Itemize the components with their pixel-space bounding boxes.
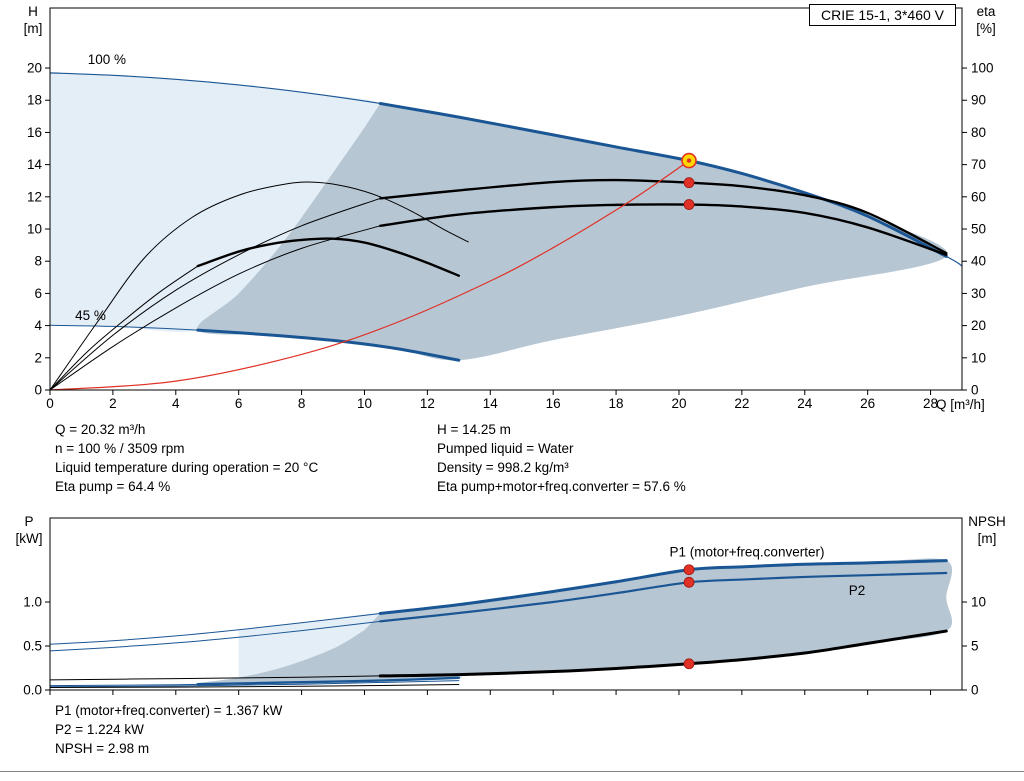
- info-line-liquid: Pumped liquid = Water: [437, 441, 574, 456]
- eta-pump-point: [683, 177, 695, 189]
- info-line-p2: P2 = 1.224 kW: [55, 722, 144, 737]
- y-right-tick-label: 30: [971, 286, 986, 301]
- x-tick-label: 16: [546, 396, 561, 411]
- duty-point-center: [686, 158, 692, 163]
- x-tick-label: 24: [797, 396, 813, 411]
- npsh-curve-45: [50, 684, 460, 689]
- p1-point: [683, 564, 695, 576]
- h-axis-label: H [m]: [23, 4, 43, 36]
- info-line-p1: P1 (motor+freq.converter) = 1.367 kW: [55, 703, 283, 718]
- y-right-tick-label: 70: [971, 157, 986, 172]
- operating-envelope-region: [197, 103, 948, 361]
- info-line-h: H = 14.25 m: [437, 422, 511, 437]
- qh-eta-chart: 0 2 4 6 8 10 12 14 16 18 20 22 24 26 28024681012141618…: [27, 7, 994, 411]
- y-left-tick-label: 2: [34, 350, 42, 365]
- y-right-tick-label: 20: [971, 318, 986, 333]
- npsh-curve: [50, 675, 381, 681]
- x-tick-label: 6: [235, 396, 243, 411]
- p2-curve: [50, 620, 381, 652]
- info-line-density: Density = 998.2 kg/m³: [437, 460, 569, 475]
- info-line-eta-total: Eta pump+motor+freq.converter = 57.6 %: [437, 479, 686, 494]
- x-tick-label: 20: [671, 396, 686, 411]
- y-right-tick-label: 0: [971, 383, 979, 398]
- bottom-divider: [0, 771, 1024, 772]
- npsh-axis-label: NPSH [m]: [968, 514, 1006, 546]
- p1-curve: [50, 612, 381, 645]
- y-right-tick-label: 60: [971, 189, 986, 204]
- operating-envelope-region-power: [195, 558, 953, 685]
- info-line-speed: n = 100 % / 3509 rpm: [55, 441, 185, 456]
- speed-45-label: 45 %: [75, 308, 106, 323]
- y-right-tick-label: 80: [971, 125, 986, 140]
- eta-pump-curve-45: [50, 181, 469, 390]
- info-line-eta-pump: Eta pump = 64.4 %: [55, 479, 171, 494]
- y-left-tick-label: 14: [27, 157, 43, 172]
- y-left-tick-label: 20: [27, 61, 42, 76]
- eta-total-curve: [50, 225, 381, 390]
- info-line-temperature: Liquid temperature during operation = 20…: [55, 460, 319, 475]
- eta-axis-label: eta [%]: [976, 4, 996, 36]
- p1-curve-label: P1 (motor+freq.converter): [670, 544, 825, 559]
- power-npsh-chart-frame: [49, 517, 963, 691]
- x-tick-label: 10: [357, 396, 372, 411]
- info-line-npsh: NPSH = 2.98 m: [55, 741, 150, 756]
- y-left-tick-label: 0.0: [23, 683, 42, 698]
- y-right-tick-label: 40: [971, 254, 986, 269]
- duty-info-right: H = 14.25 m Pumped liquid = Water Densit…: [437, 420, 686, 496]
- y-left-tick-label: 4: [34, 318, 42, 333]
- x-tick-label: 0: [46, 396, 54, 411]
- power-npsh-chart: 0.0 0.5 1.0 0 5 10 P1 (motor+freq.converter) P2: [23, 517, 986, 698]
- p2-curve-label: P2: [849, 583, 866, 598]
- npsh-point: [683, 658, 695, 670]
- x-tick-label: 4: [172, 396, 180, 411]
- p2-point: [683, 576, 695, 588]
- eta-total-curve-45-allowed: [196, 237, 461, 277]
- pump-title: CRIE 15-1, 3*460 V: [821, 7, 944, 23]
- x-tick-label: 8: [298, 396, 306, 411]
- eta-total-curve-45: [50, 265, 199, 390]
- y-left-tick-label: 1.0: [23, 595, 42, 610]
- y-left-tick-label: 12: [27, 189, 42, 204]
- below-min-flow-region: [50, 72, 384, 332]
- y-left-tick-label: 0.5: [23, 639, 42, 654]
- y-right-tick-label: 50: [971, 222, 986, 237]
- speed-100-label: 100 %: [88, 52, 126, 67]
- qh-eta-chart-frame: [49, 7, 963, 391]
- y-left-tick-label: 16: [27, 125, 42, 140]
- y-left-tick-label: 10: [27, 222, 42, 237]
- x-tick-label: 28: [923, 396, 938, 411]
- x-tick-label: 22: [734, 396, 749, 411]
- x-tick-label: 12: [420, 396, 435, 411]
- y-right-tick-label: 0: [971, 683, 979, 698]
- below-min-flow-region-power: [238, 613, 384, 678]
- y-left-tick-label: 8: [34, 254, 42, 269]
- y-left-tick-label: 18: [27, 93, 42, 108]
- p2-curve-45: [50, 680, 460, 688]
- x-tick-label: 14: [483, 396, 499, 411]
- q-axis-label: Q [m³/h]: [936, 397, 985, 412]
- y-right-tick-label: 5: [971, 639, 979, 654]
- system-curve: [50, 160, 690, 390]
- p-axis-label: P [kW]: [15, 514, 43, 546]
- duty-info-left: Q = 20.32 m³/h n = 100 % / 3509 rpm Liqu…: [55, 420, 318, 496]
- y-right-tick-label: 10: [971, 350, 986, 365]
- y-right-tick-label: 10: [971, 595, 986, 610]
- pump-title-box: CRIE 15-1, 3*460 V: [809, 4, 956, 26]
- x-tick-label: 26: [860, 396, 875, 411]
- x-tick-label: 18: [609, 396, 624, 411]
- power-npsh-info: P1 (motor+freq.converter) = 1.367 kW P2 …: [55, 701, 282, 758]
- y-right-tick-label: 100: [971, 61, 994, 76]
- y-right-tick-label: 90: [971, 93, 986, 108]
- p1-curve-45-allowed: [196, 676, 461, 686]
- eta-pump-curve: [50, 197, 381, 390]
- y-left-tick-label: 6: [34, 286, 42, 301]
- y-left-tick-label: 0: [34, 383, 42, 398]
- x-tick-label: 2: [109, 396, 117, 411]
- qh-curve-45-allowed: [196, 328, 461, 362]
- info-line-q: Q = 20.32 m³/h: [55, 422, 146, 437]
- eta-total-point: [683, 199, 695, 210]
